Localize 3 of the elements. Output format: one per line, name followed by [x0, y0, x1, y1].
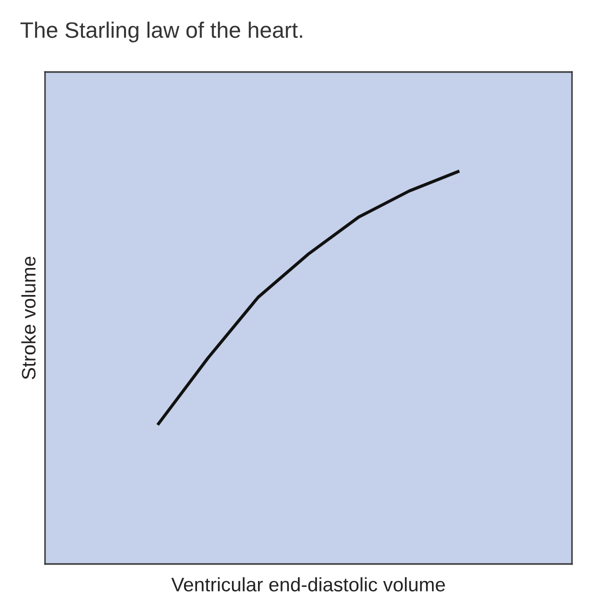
y-axis-title: Stroke volume	[21, 256, 36, 380]
x-axis-title: Ventricular end-diastolic volume	[171, 577, 445, 592]
chart-title: The Starling law of the heart.	[20, 22, 302, 42]
